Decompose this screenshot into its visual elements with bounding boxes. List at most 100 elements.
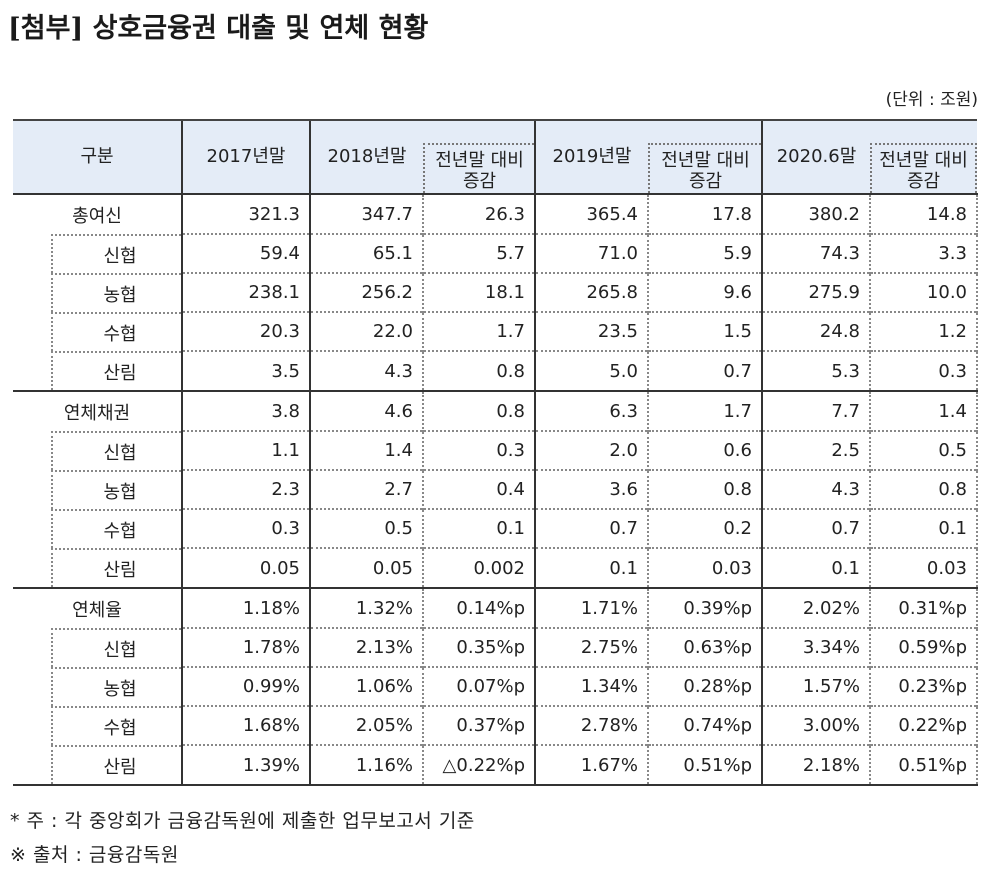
section-row-delinquent-loans: 연체채권 3.8 4.6 0.8 6.3 1.7 7.7 1.4 [13,390,978,431]
cell-2020-6: 2.5 [761,430,870,470]
header-change-2020: 전년말 대비 증감 [870,119,977,195]
cell-change-2019: 9.6 [647,272,762,312]
cell-change-2020: 0.22%p [869,705,978,745]
cell-change-2019: 0.39%p [647,587,762,628]
cell-2020-6: 0.1 [761,547,870,588]
table-header-row: 구분 2017년말 2018년말 전년말 대비 증감 2019년말 전년말 대비… [13,119,977,195]
header-2019: 2019년말 [534,119,648,195]
cell-2020-6: 275.9 [761,272,870,312]
cell-change-2019: 1.5 [647,311,762,351]
row-label: 산림 [51,745,181,784]
table-row: 농협 0.99% 1.06% 0.07%p 1.34% 0.28%p 1.57% 0.23%p [13,666,978,706]
cell-change-2018: 26.3 [422,193,535,234]
table-row: 신협 1.1 1.4 0.3 2.0 0.6 2.5 0.5 [13,430,978,470]
cell-change-2019: 0.51%p [647,744,762,786]
row-label: 신협 [51,431,181,470]
cell-change-2020: 14.8 [869,193,978,234]
cell-2017: 1.18% [181,587,310,628]
cell-2020-6: 5.3 [761,350,870,391]
cell-2018: 2.05% [309,705,423,745]
row-label-cell: 농협 [13,273,182,312]
row-label: 수협 [51,509,181,548]
row-label: 농협 [51,470,181,509]
cell-2019: 1.34% [534,666,648,706]
cell-2018: 1.16% [309,744,423,786]
row-label: 산림 [51,548,181,587]
cell-2020-6: 4.3 [761,469,870,509]
cell-2020-6: 3.00% [761,705,870,745]
cell-change-2020: 0.51%p [869,744,978,786]
cell-change-2018: 0.35%p [422,627,535,667]
cell-change-2019: 0.2 [647,508,762,548]
cell-2020-6: 2.02% [761,587,870,628]
row-label: 산림 [51,351,181,390]
cell-2019: 365.4 [534,193,648,234]
cell-2017: 1.78% [181,627,310,667]
cell-change-2018: 18.1 [422,272,535,312]
cell-2018: 22.0 [309,311,423,351]
cell-2018: 1.32% [309,587,423,628]
cell-2017: 0.3 [181,508,310,548]
cell-change-2019: 5.9 [647,233,762,273]
cell-2017: 3.8 [181,390,310,431]
section-row-delinquency-rate: 연체율 1.18% 1.32% 0.14%p 1.71% 0.39%p 2.02% 0.31%… [13,587,978,628]
cell-2018: 4.6 [309,390,423,431]
cell-change-2018: 0.4 [422,469,535,509]
cell-change-2020: 0.31%p [869,587,978,628]
cell-change-2018: 0.8 [422,350,535,391]
table-body: 총여신 321.3 347.7 26.3 365.4 17.8 380.2 14.8 신협 59.… [13,193,978,786]
cell-2017: 3.5 [181,350,310,391]
cell-2017: 238.1 [181,272,310,312]
cell-2018: 1.06% [309,666,423,706]
cell-2020-6: 24.8 [761,311,870,351]
cell-change-2020: 0.59%p [869,627,978,667]
cell-2018: 1.4 [309,430,423,470]
cell-2019: 23.5 [534,311,648,351]
row-label-cell: 수협 [13,706,182,745]
cell-2018: 65.1 [309,233,423,273]
cell-2017: 1.68% [181,705,310,745]
cell-change-2019: 0.7 [647,350,762,391]
cell-change-2019: 0.8 [647,469,762,509]
header-change-2018-line1: 전년말 대비 [435,149,524,171]
footnote-source: ※ 출처 : 금융감독원 [10,844,179,866]
cell-change-2018: 0.37%p [422,705,535,745]
cell-change-2019: 0.63%p [647,627,762,667]
cell-2020-6: 0.7 [761,508,870,548]
table-row: 산림 1.39% 1.16% △0.22%p 1.67% 0.51%p 2.18% 0.51%… [13,744,978,786]
table-row: 수협 1.68% 2.05% 0.37%p 2.78% 0.74%p 3.00% 0.22%p [13,705,978,745]
table-row: 신협 59.4 65.1 5.7 71.0 5.9 74.3 3.3 [13,233,978,273]
row-label-cell: 산림 [13,745,182,786]
table-row: 농협 238.1 256.2 18.1 265.8 9.6 275.9 10.0 [13,272,978,312]
cell-change-2020: 3.3 [869,233,978,273]
cell-change-2020: 10.0 [869,272,978,312]
row-label: 연체채권 [13,390,182,431]
row-label-cell: 수협 [13,312,182,351]
header-change-2019: 전년말 대비 증감 [648,119,762,195]
cell-2020-6: 74.3 [761,233,870,273]
cell-change-2019: 0.28%p [647,666,762,706]
cell-2018: 0.5 [309,508,423,548]
row-label-cell: 산림 [13,351,182,391]
row-label: 농협 [51,273,181,312]
cell-change-2018: 0.07%p [422,666,535,706]
loan-delinquency-table: 구분 2017년말 2018년말 전년말 대비 증감 2019년말 전년말 대비… [13,119,978,786]
table-row: 수협 20.3 22.0 1.7 23.5 1.5 24.8 1.2 [13,311,978,351]
cell-2020-6: 7.7 [761,390,870,431]
row-label-cell: 신협 [13,628,182,667]
document-title: [첨부] 상호금융권 대출 및 연체 현황 [8,13,429,44]
cell-2020-6: 1.57% [761,666,870,706]
cell-2020-6: 2.18% [761,744,870,786]
row-label: 수협 [51,312,181,351]
section-row-total-credit: 총여신 321.3 347.7 26.3 365.4 17.8 380.2 14.8 [13,193,978,234]
cell-change-2018: △0.22%p [422,744,535,786]
row-label-cell: 신협 [13,431,182,470]
cell-change-2018: 0.3 [422,430,535,470]
row-label-cell: 수협 [13,509,182,548]
row-label: 신협 [51,628,181,667]
cell-change-2018: 0.002 [422,547,535,588]
unit-label: (단위 : 조원) [885,90,978,110]
cell-change-2020: 0.8 [869,469,978,509]
header-2018: 2018년말 [309,119,423,195]
row-label-cell: 산림 [13,548,182,588]
